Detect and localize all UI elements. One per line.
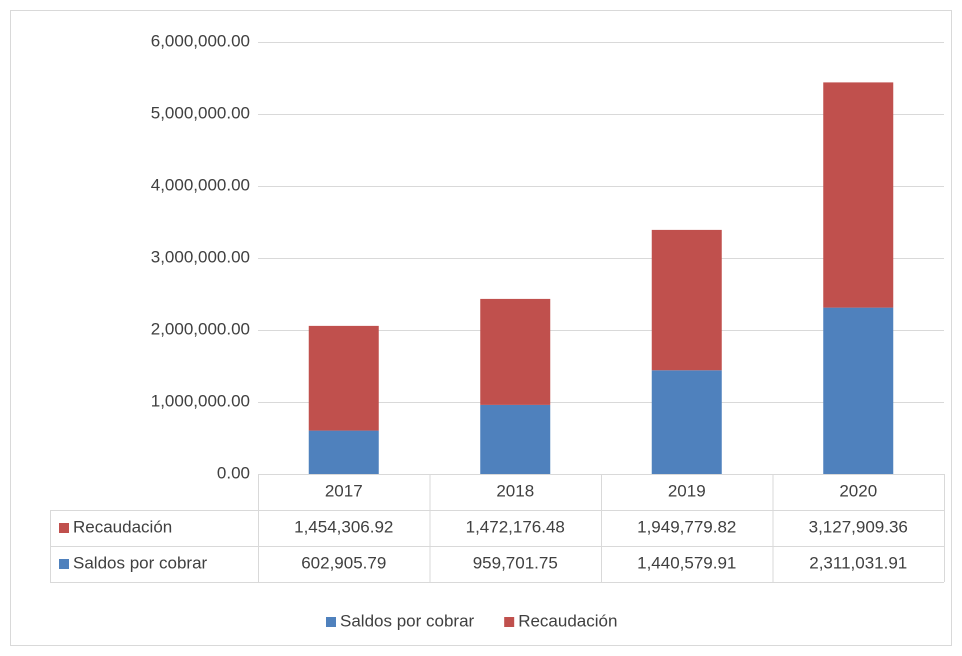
- bar-segment: [308, 325, 379, 431]
- x-tick-label: 2018: [496, 481, 534, 500]
- legend-label: Saldos por cobrar: [340, 611, 475, 630]
- legend-key: [504, 617, 515, 627]
- bar-segment: [651, 229, 722, 371]
- bar-segment: [823, 307, 894, 474]
- table-cell: 1,440,579.91: [637, 553, 736, 572]
- y-tick-label: 0.00: [217, 463, 250, 482]
- table-cell: 3,127,909.36: [809, 517, 908, 536]
- table-cell: 1,454,306.92: [294, 517, 393, 536]
- y-tick-label: 6,000,000.00: [151, 31, 250, 50]
- y-tick-label: 4,000,000.00: [151, 175, 250, 194]
- table-cell: 1,472,176.48: [466, 517, 565, 536]
- legend-key: [326, 617, 336, 627]
- table-cell: 959,701.75: [473, 553, 558, 572]
- x-tick-label: 2017: [325, 481, 363, 500]
- y-tick-label: 5,000,000.00: [151, 103, 250, 122]
- bar-segment: [823, 82, 894, 308]
- bar-segment: [480, 298, 551, 405]
- table-cell: 1,949,779.82: [637, 517, 736, 536]
- table-legend-key: [59, 559, 69, 569]
- bar-segment: [651, 370, 722, 474]
- y-tick-label: 1,000,000.00: [151, 391, 250, 410]
- bar-segment: [480, 404, 551, 474]
- table-cell: 602,905.79: [301, 553, 386, 572]
- table-row-label: Saldos por cobrar: [73, 553, 208, 572]
- bar-segment: [308, 430, 379, 474]
- legend-label: Recaudación: [518, 611, 617, 630]
- y-tick-label: 3,000,000.00: [151, 247, 250, 266]
- table-cell: 2,311,031.91: [809, 553, 907, 572]
- x-tick-label: 2020: [839, 481, 877, 500]
- x-tick-label: 2019: [668, 481, 706, 500]
- y-tick-label: 2,000,000.00: [151, 319, 250, 338]
- table-row-label: Recaudación: [73, 517, 172, 536]
- table-legend-key: [59, 523, 69, 533]
